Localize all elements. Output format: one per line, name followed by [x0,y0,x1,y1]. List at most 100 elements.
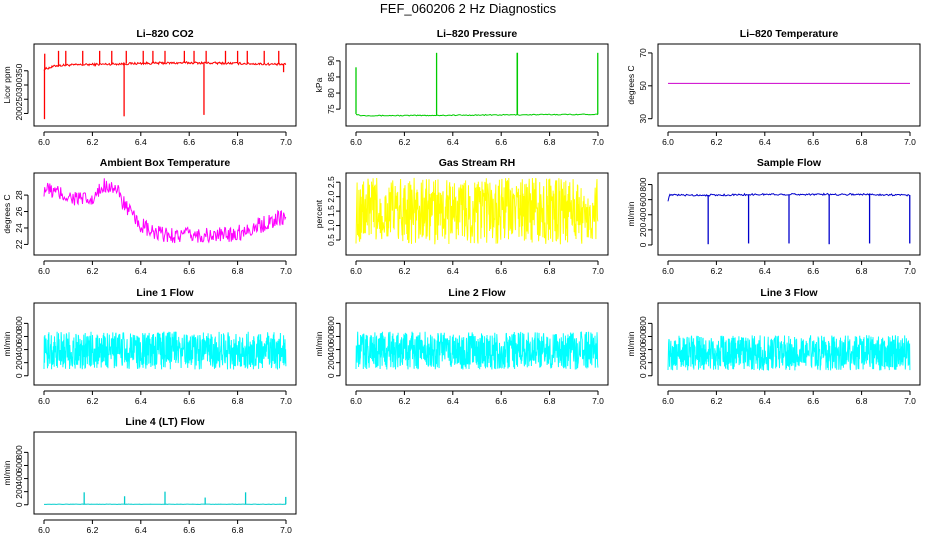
x-tick-label: 6.8 [232,266,244,276]
chart-title: Line 3 Flow [760,287,818,299]
y-tick-label: 85 [326,72,336,82]
y-tick-label: 250 [14,92,24,106]
y-tick-label: 1.5 [326,205,336,217]
series-line-line2 [355,331,599,370]
y-tick-label: 600 [326,329,336,343]
y-tick-label: 28 [14,190,24,200]
x-tick-label: 6.4 [135,396,147,406]
chart-title: Line 2 Flow [448,287,506,299]
x-tick-label: 6.0 [350,396,362,406]
y-tick-label: 80 [326,88,336,98]
y-tick-label: 0 [638,373,648,378]
plot-frame [657,302,921,386]
chart-title: Li–820 Temperature [740,28,839,40]
x-tick-label: 6.8 [856,396,868,406]
series-line-co2 [43,60,287,71]
y-tick-label: 75 [326,104,336,114]
x-tick-label: 6.8 [856,137,868,147]
y-axis-label: ml/min [626,331,636,356]
y-axis-label: kPa [314,77,324,92]
x-tick-label: 7.0 [592,137,604,147]
y-axis-label: percent [314,199,324,228]
y-tick-label: 600 [14,458,24,472]
chart-panel-rh: 6.0 6.2 6.4 6.6 6.8 7.0 0.5 1.0 1.5 2.0 2.5 percent… [314,157,609,276]
x-tick-label: 6.8 [856,266,868,276]
x-tick-label: 7.0 [280,525,292,535]
x-tick-label: 6.4 [759,396,771,406]
y-tick-label: 0 [326,373,336,378]
plot-frame [33,431,297,515]
x-tick-label: 7.0 [280,396,292,406]
y-tick-label: 800 [638,316,648,330]
plot-frame [33,43,297,127]
x-tick-label: 6.0 [38,396,50,406]
y-tick-label: 400 [326,342,336,356]
y-tick-label: 400 [638,207,648,221]
chart-title: Ambient Box Temperature [100,157,231,169]
y-axis-label: ml/min [2,460,12,485]
x-tick-label: 6.2 [710,396,722,406]
x-tick-label: 6.2 [710,137,722,147]
x-tick-label: 6.6 [495,266,507,276]
plot-frame [345,172,609,256]
chart-title: Gas Stream RH [439,157,515,169]
y-tick-label: 800 [638,177,648,191]
x-tick-label: 6.8 [232,525,244,535]
x-tick-label: 6.0 [38,525,50,535]
x-tick-label: 6.2 [86,525,98,535]
plot-frame [657,43,921,127]
y-axis-label: ml/min [2,331,12,356]
x-tick-label: 7.0 [904,396,916,406]
y-tick-label: 600 [638,329,648,343]
x-tick-label: 6.4 [135,525,147,535]
x-tick-label: 6.4 [447,266,459,276]
figure-title: FEF_060206 2 Hz Diagnostics [379,1,557,16]
y-tick-label: 400 [638,342,648,356]
x-tick-label: 6.6 [807,266,819,276]
y-tick-label: 800 [14,316,24,330]
plot-frame [657,172,921,256]
y-tick-label: 50 [638,81,648,91]
x-tick-label: 7.0 [280,137,292,147]
x-tick-label: 7.0 [280,266,292,276]
x-tick-label: 6.0 [662,266,674,276]
y-tick-label: 200 [14,484,24,498]
y-tick-label: 0 [14,502,24,507]
y-axis-label: ml/min [314,331,324,356]
x-tick-label: 6.6 [807,396,819,406]
x-tick-label: 7.0 [904,266,916,276]
plot-frame [345,302,609,386]
x-tick-label: 6.2 [398,396,410,406]
y-tick-label: 2.0 [326,190,336,202]
x-tick-label: 6.0 [350,137,362,147]
y-tick-label: 600 [14,329,24,343]
y-tick-label: 0 [638,242,648,247]
y-tick-label: 1.0 [326,219,336,231]
x-tick-label: 6.6 [495,137,507,147]
y-tick-label: 600 [638,192,648,206]
x-tick-label: 6.6 [807,137,819,147]
series-line-pressure [355,113,599,117]
x-tick-label: 6.8 [544,396,556,406]
series-line-rh [355,177,599,245]
y-tick-label: 0.5 [326,234,336,246]
y-axis-label: degrees C [626,65,636,104]
chart-title: Line 4 (LT) Flow [125,416,205,428]
y-tick-label: 0 [14,373,24,378]
y-tick-label: 30 [638,114,648,124]
plot-frame [345,43,609,127]
x-tick-label: 6.8 [232,396,244,406]
chart-title: Li–820 Pressure [437,28,518,40]
x-tick-label: 6.0 [662,396,674,406]
x-tick-label: 6.2 [398,266,410,276]
y-tick-label: 400 [14,471,24,485]
x-tick-label: 6.0 [38,137,50,147]
y-tick-label: 26 [14,207,24,217]
x-tick-label: 6.2 [710,266,722,276]
x-tick-label: 6.2 [86,266,98,276]
